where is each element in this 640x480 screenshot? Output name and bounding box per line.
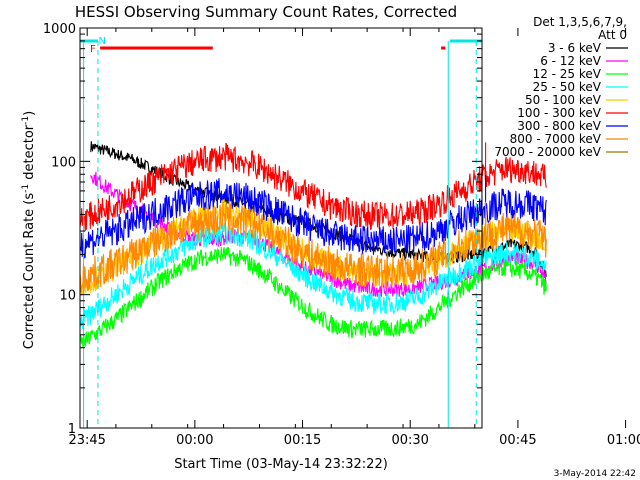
legend-label-4: 50 - 100 keV bbox=[525, 93, 602, 107]
legend-label-0: 3 - 6 keV bbox=[548, 41, 602, 55]
series-line-5 bbox=[79, 142, 547, 232]
legend-label-7: 800 - 7000 keV bbox=[510, 132, 602, 146]
legend-label-8: 7000 - 20000 keV bbox=[494, 145, 601, 159]
series-line-7 bbox=[79, 201, 547, 293]
y-tick-label-1: 10 bbox=[59, 289, 76, 304]
y-tick-label-3: 1000 bbox=[43, 22, 76, 37]
x-tick-label-4: 00:45 bbox=[499, 433, 536, 448]
legend-label-1: 6 - 12 keV bbox=[540, 54, 602, 68]
x-tick-label-1: 00:00 bbox=[176, 433, 213, 448]
legend-label-2: 12 - 25 keV bbox=[533, 67, 602, 81]
legend-header-line2: Att 0 bbox=[598, 28, 627, 42]
chart-title: HESSI Observing Summary Count Rates, Cor… bbox=[75, 3, 457, 21]
x-tick-label-3: 00:30 bbox=[391, 433, 428, 448]
plot-series-group bbox=[79, 141, 547, 348]
axis-ticks-group: 23:45 00:00 00:15 00:30 00:45 01:00 1 10 100 1000 bbox=[43, 22, 640, 448]
night-marker-label: N bbox=[99, 36, 106, 47]
legend-header-line1: Det 1,3,5,6,7,9, bbox=[533, 15, 627, 29]
y-tick-label-2: 100 bbox=[51, 155, 76, 170]
y-axis-label: Corrected Count Rate (s-1 detector-1) bbox=[21, 111, 37, 349]
time-markers-group: FN bbox=[80, 36, 482, 428]
plot-frame bbox=[79, 27, 483, 429]
x-tick-label-5: 01:00 bbox=[607, 433, 640, 448]
legend-label-5: 100 - 300 keV bbox=[517, 106, 601, 120]
legend-label-6: 300 - 800 keV bbox=[517, 119, 601, 133]
x-axis-label: Start Time (03-May-14 23:32:22) bbox=[174, 457, 388, 472]
y-tick-label-0: 1 bbox=[68, 422, 76, 437]
flare-marker-label: F bbox=[90, 44, 96, 55]
x-tick-label-2: 00:15 bbox=[284, 433, 321, 448]
legend-label-3: 25 - 50 keV bbox=[533, 80, 602, 94]
timestamp: 3-May-2014 22:42 bbox=[554, 469, 636, 479]
x-tick-label-0: 23:45 bbox=[68, 433, 105, 448]
